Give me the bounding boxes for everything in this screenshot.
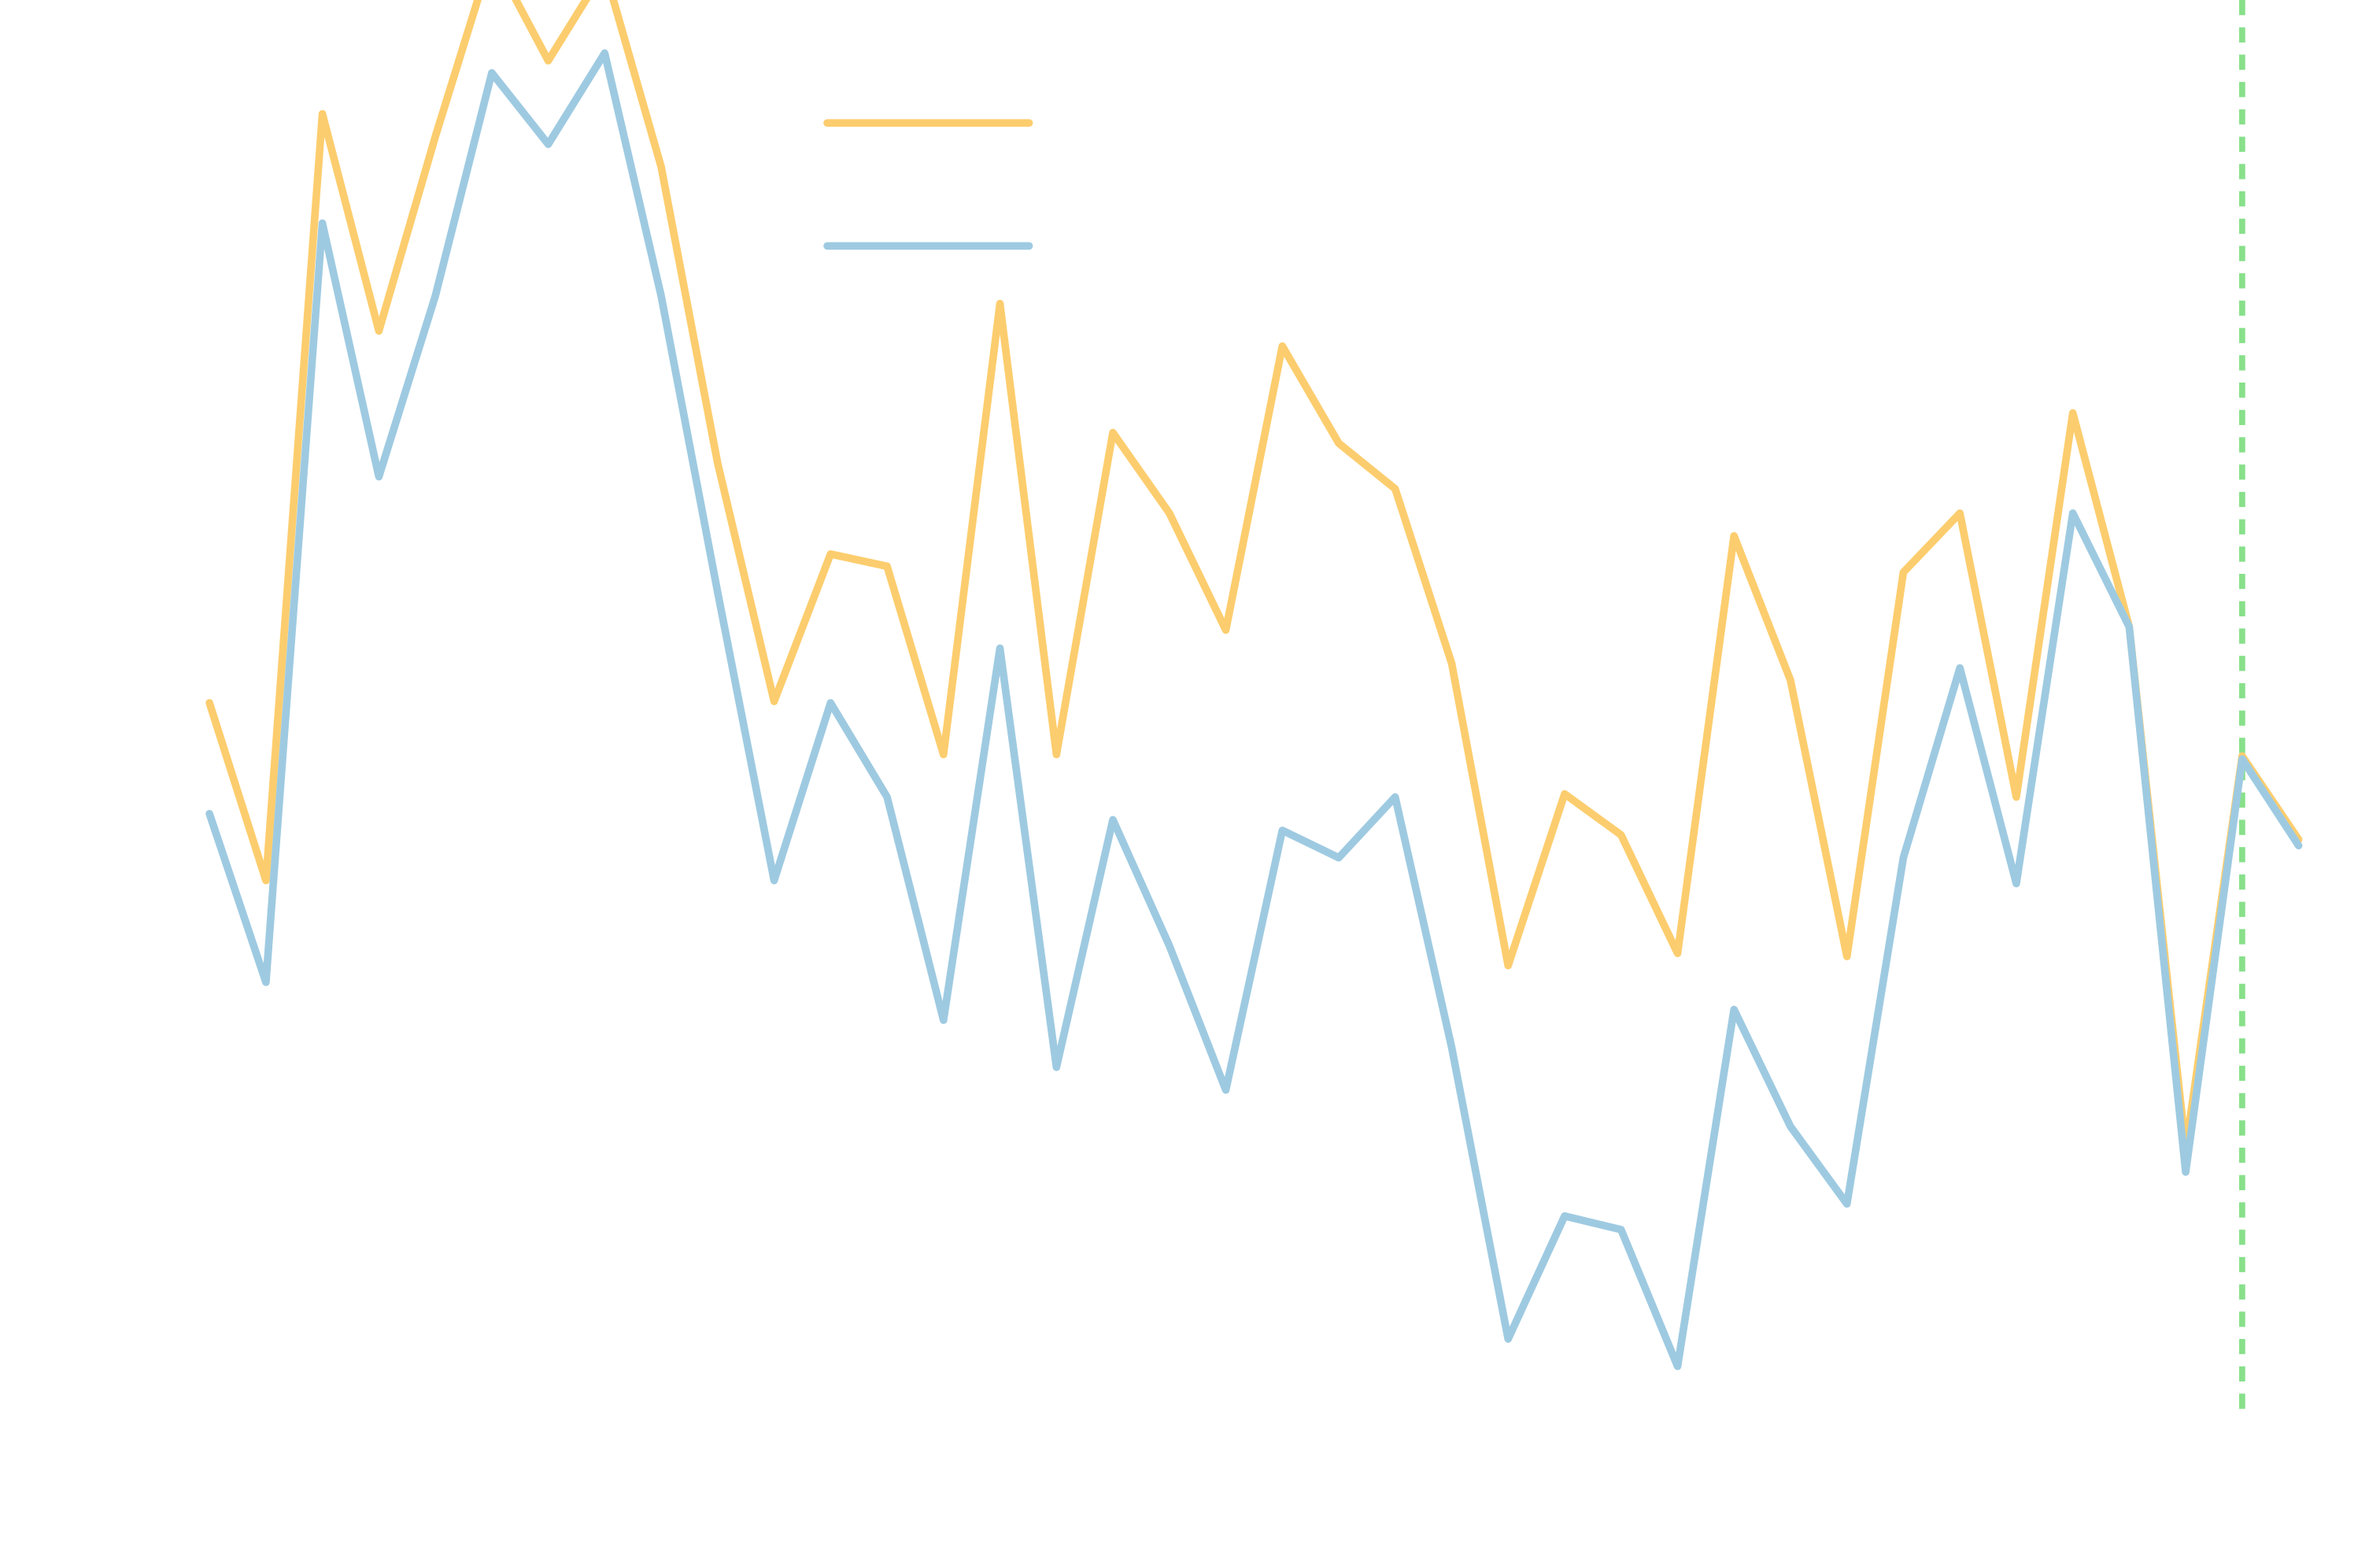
series-line: [205, 0, 2303, 1153]
series-line: [205, 49, 2303, 1370]
